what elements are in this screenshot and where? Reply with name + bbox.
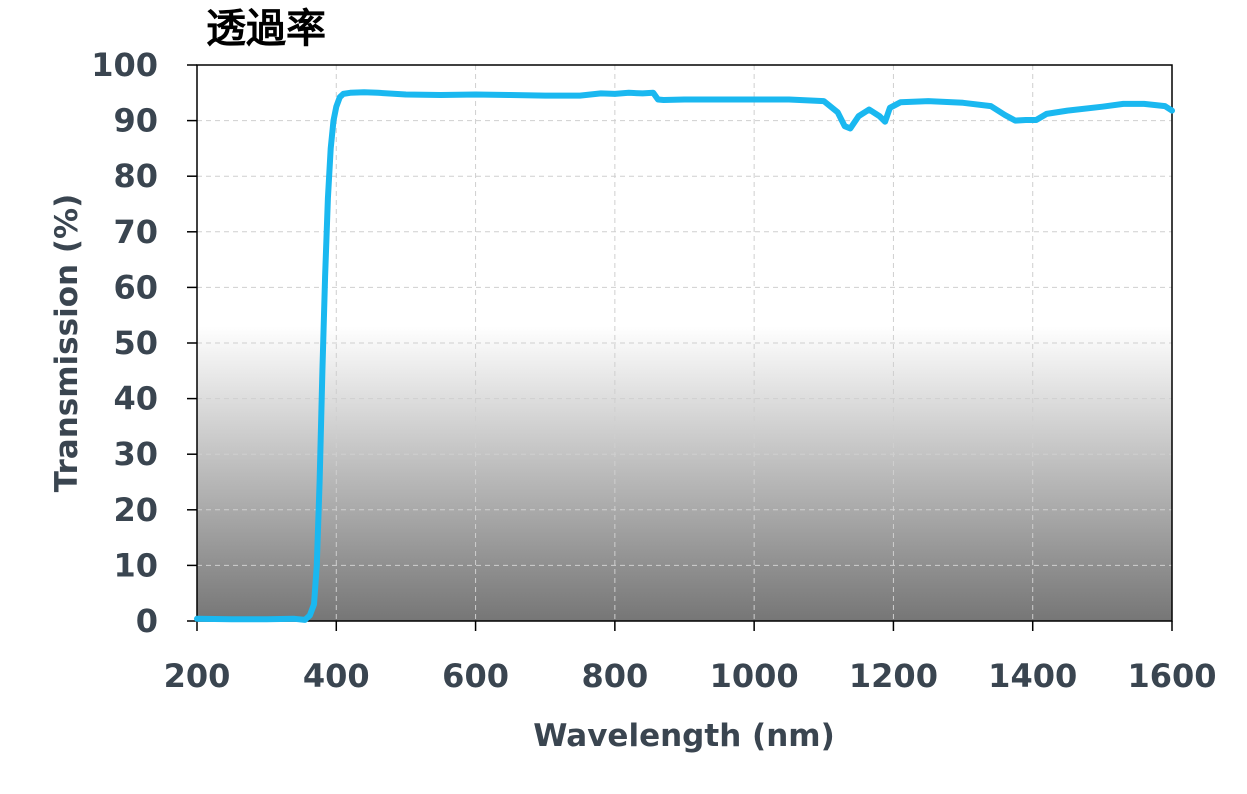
y-tick-label: 60	[113, 268, 158, 306]
x-tick-label: 1000	[710, 657, 799, 695]
y-tick-label: 10	[113, 546, 158, 584]
chart-title: 透過率	[206, 6, 326, 52]
y-tick-label: 40	[113, 380, 158, 418]
y-tick-label: 100	[91, 46, 158, 84]
axes: 0 10 20 30 40 50 60 70 80 90 100 200 400 600 800 1000 12…	[91, 46, 1216, 695]
x-tick-label: 1600	[1127, 657, 1216, 695]
y-tick-label: 0	[136, 602, 158, 640]
y-tick-label: 20	[113, 491, 158, 529]
x-tick-label: 1400	[988, 657, 1077, 695]
x-tick-label: 800	[581, 657, 648, 695]
x-tick-label: 600	[442, 657, 509, 695]
y-tick-label: 50	[113, 324, 158, 362]
x-tick-label: 1200	[849, 657, 938, 695]
y-axis-title: Transmission (%)	[49, 194, 85, 492]
transmission-series-line	[194, 89, 1175, 623]
gridlines	[197, 65, 1172, 621]
x-tick-label: 200	[164, 657, 231, 695]
y-tick-label: 70	[113, 213, 158, 251]
x-tick-label: 400	[303, 657, 370, 695]
x-axis-title: Wavelength (nm)	[533, 718, 835, 754]
y-tick-label: 30	[113, 435, 158, 473]
y-tick-label: 90	[113, 102, 158, 140]
y-tick-label: 80	[113, 157, 158, 195]
